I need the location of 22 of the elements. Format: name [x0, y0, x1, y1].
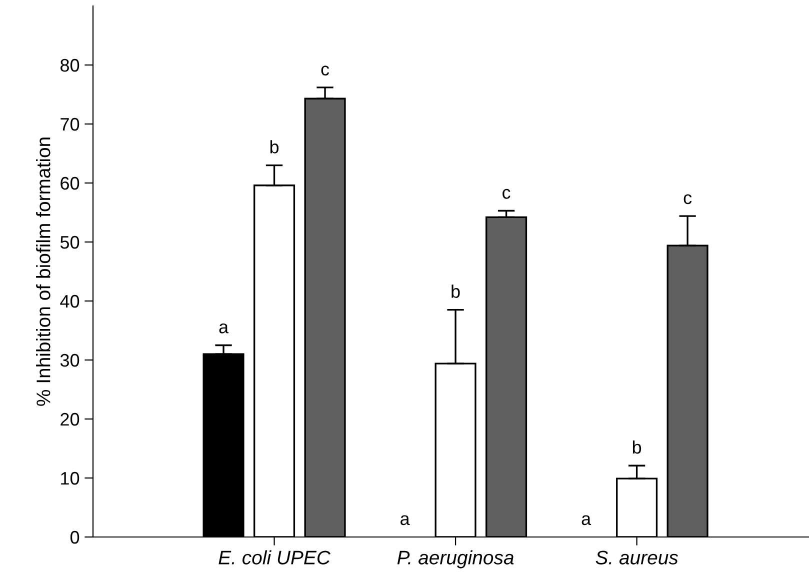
annotation: a: [400, 515, 410, 526]
y-tick-label: 70: [60, 118, 80, 131]
y-tick-label: 20: [60, 412, 80, 426]
x-tick-label: P. aeruginosa: [397, 550, 514, 568]
annotation: c: [321, 66, 330, 76]
annotation: a: [219, 323, 229, 334]
x-tick-label: E. coli UPEC: [218, 550, 331, 564]
annotation: c: [502, 188, 510, 199]
y-tick-label: 30: [60, 354, 80, 367]
x-tick-label: S. aureus: [596, 550, 678, 564]
annotation: b: [632, 440, 642, 454]
y-tick-label: 40: [60, 294, 80, 308]
y-tick-label: 0: [70, 530, 80, 544]
y-tick-label: 60: [60, 176, 80, 190]
annotation: b: [452, 284, 460, 298]
annotation: a: [582, 515, 592, 526]
annotation: b: [270, 140, 279, 154]
y-axis-title: % Inhibition of biofilm formation: [36, 138, 50, 406]
y-tick-label: 50: [60, 236, 80, 249]
y-tick-label: 80: [60, 58, 80, 72]
annotation: c: [684, 194, 692, 204]
y-tick-label: 10: [61, 472, 80, 485]
